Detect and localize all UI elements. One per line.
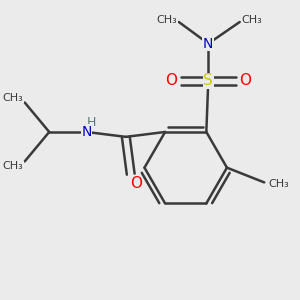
Text: H: H bbox=[87, 116, 96, 129]
Text: N: N bbox=[203, 37, 214, 51]
Text: CH₃: CH₃ bbox=[241, 15, 262, 25]
Text: CH₃: CH₃ bbox=[2, 93, 23, 103]
Text: S: S bbox=[203, 74, 213, 88]
Text: O: O bbox=[165, 74, 177, 88]
Text: O: O bbox=[130, 176, 142, 191]
Text: N: N bbox=[81, 125, 92, 139]
Text: O: O bbox=[240, 74, 252, 88]
Text: CH₃: CH₃ bbox=[2, 161, 23, 171]
Text: CH₃: CH₃ bbox=[157, 15, 177, 25]
Text: CH₃: CH₃ bbox=[268, 179, 290, 189]
